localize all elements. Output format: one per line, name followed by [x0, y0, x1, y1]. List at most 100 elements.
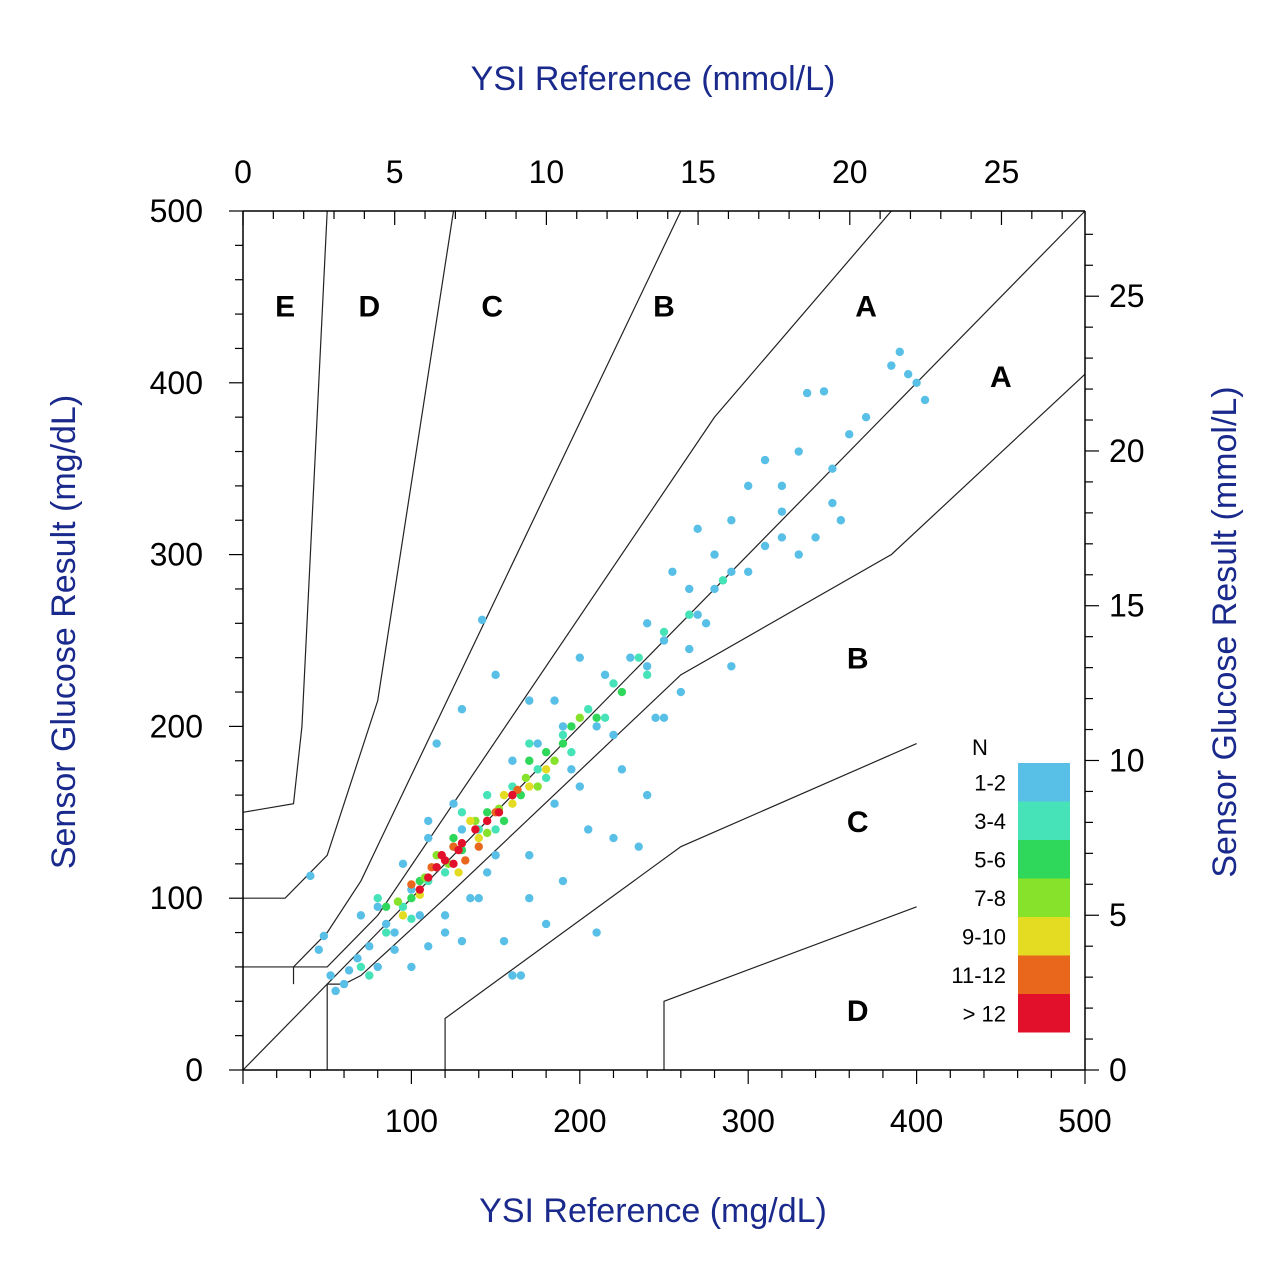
data-point — [373, 962, 382, 972]
data-point — [398, 859, 408, 869]
data-point — [454, 845, 463, 855]
data-point — [319, 931, 329, 941]
data-point — [710, 584, 719, 594]
data-point — [482, 828, 492, 838]
legend-label: 9-10 — [962, 924, 1006, 949]
data-point — [592, 713, 601, 723]
data-point — [516, 971, 526, 980]
y-left-tick-label: 500 — [150, 193, 203, 229]
data-point — [440, 868, 450, 877]
y-left-tick-label: 200 — [150, 708, 203, 744]
legend-label: 7-8 — [974, 886, 1006, 911]
zone-boundaries — [242, 210, 1086, 1071]
legend-swatch — [1018, 955, 1070, 994]
data-point — [617, 765, 627, 774]
data-point — [491, 670, 500, 680]
data-point — [685, 610, 694, 619]
data-point — [895, 347, 904, 357]
data-point — [415, 911, 425, 920]
data-point — [461, 856, 470, 865]
data-point — [575, 782, 584, 791]
y-right-tick-label: 5 — [1109, 897, 1127, 933]
data-point — [903, 370, 913, 379]
y-left-tick-label: 400 — [150, 365, 203, 401]
data-point — [440, 928, 450, 937]
data-point — [525, 894, 534, 903]
data-point — [558, 876, 568, 886]
data-point — [685, 644, 694, 654]
data-point — [314, 945, 323, 954]
data-point — [482, 808, 492, 817]
x-top-tick-label: 25 — [984, 154, 1020, 190]
data-point — [398, 911, 408, 920]
data-point — [617, 687, 627, 697]
data-point — [567, 765, 576, 774]
data-point — [494, 808, 504, 817]
y-left-tick-label: 100 — [150, 880, 203, 916]
legend-swatch — [1018, 878, 1070, 917]
data-points — [306, 347, 930, 996]
data-point — [718, 576, 728, 585]
data-point — [887, 361, 896, 370]
data-point — [727, 662, 736, 671]
data-point — [794, 550, 803, 559]
data-point — [541, 747, 551, 757]
zone-line-a-b-upper — [292, 210, 892, 985]
y-right-tick-label: 25 — [1109, 278, 1145, 314]
data-point — [802, 388, 812, 398]
data-point — [575, 653, 584, 662]
x-top-tick-label: 15 — [680, 154, 716, 190]
data-point — [432, 863, 441, 872]
data-point — [398, 902, 408, 911]
zone-label-d: D — [847, 995, 869, 1028]
data-point — [533, 765, 542, 774]
zone-label-e: E — [275, 290, 295, 323]
data-point — [845, 430, 854, 439]
data-point — [491, 851, 500, 860]
data-point — [339, 979, 349, 989]
data-point — [600, 670, 610, 680]
x-top-tick-label: 20 — [832, 154, 868, 190]
y-left-tick-label: 300 — [150, 537, 203, 573]
data-point — [508, 790, 517, 800]
x-bottom-tick-label: 400 — [890, 1103, 943, 1139]
data-point — [727, 567, 736, 576]
data-point — [920, 395, 930, 405]
data-point — [760, 541, 770, 551]
data-point — [592, 722, 601, 731]
data-point — [584, 825, 593, 834]
data-point — [710, 550, 719, 559]
data-point — [600, 713, 610, 723]
data-point — [727, 516, 736, 525]
zone-line-a-b-lower — [326, 373, 1086, 1019]
data-point — [499, 816, 509, 826]
data-point — [482, 816, 492, 826]
y-right-tick-label: 10 — [1109, 742, 1145, 778]
data-point — [634, 842, 643, 851]
data-point — [466, 894, 475, 903]
legend-label: > 12 — [963, 1001, 1006, 1026]
data-point — [499, 790, 509, 800]
legend-swatch — [1018, 840, 1070, 879]
data-point — [609, 679, 618, 688]
data-point — [381, 928, 391, 937]
y-axis-title-right: Sensor Glucose Result (mmol/L) — [1206, 386, 1244, 877]
legend-swatch — [1018, 917, 1070, 956]
zone-label-b: B — [653, 290, 675, 323]
data-point — [626, 653, 635, 662]
data-point — [424, 833, 433, 843]
data-point — [513, 785, 522, 795]
y-axis-title-left: Sensor Glucose Result (mg/dL) — [45, 395, 83, 869]
data-point — [541, 919, 551, 929]
data-point — [912, 378, 921, 387]
data-point — [449, 799, 458, 808]
x-top-tick-label: 5 — [386, 154, 404, 190]
data-point — [659, 713, 669, 723]
data-point — [533, 782, 542, 791]
data-point — [777, 507, 787, 516]
data-point — [533, 739, 542, 748]
data-point — [477, 615, 487, 625]
legend-swatch — [1018, 801, 1070, 840]
data-point — [609, 833, 618, 843]
